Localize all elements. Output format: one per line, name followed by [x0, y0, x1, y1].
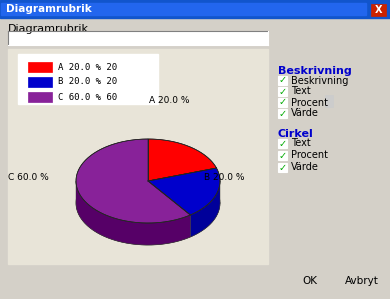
Text: B 20.0 % 20: B 20.0 % 20 [58, 77, 117, 86]
Text: ✓: ✓ [278, 97, 287, 108]
Bar [28, 92, 52, 102]
Text: A 20.0 % 20: A 20.0 % 20 [58, 62, 117, 71]
Text: Avbryt: Avbryt [345, 276, 379, 286]
Bar [18, 54, 158, 104]
Text: B 20.0 %: B 20.0 % [204, 173, 244, 182]
Bar [325, 95, 333, 107]
Bar [278, 98, 287, 107]
Text: Beskrivning: Beskrivning [278, 66, 352, 76]
Text: Värde: Värde [291, 109, 319, 118]
Text: Diagramrubrik: Diagramrubrik [6, 4, 92, 14]
Text: Text: Text [291, 86, 311, 97]
Bar [8, 49, 268, 264]
Text: C 60.0 % 60: C 60.0 % 60 [58, 92, 117, 101]
Text: Text: Text [291, 138, 311, 149]
Text: Procent: Procent [291, 150, 328, 161]
Bar [272, 74, 384, 121]
Bar [0, 0, 390, 18]
Text: ✓: ✓ [278, 86, 287, 97]
Text: Värde: Värde [291, 162, 319, 173]
Text: Cirkel: Cirkel [278, 129, 314, 139]
FancyBboxPatch shape [339, 272, 385, 290]
Bar [371, 4, 386, 16]
Polygon shape [148, 139, 216, 181]
FancyBboxPatch shape [287, 272, 333, 290]
Bar [278, 151, 287, 160]
Text: OK: OK [303, 276, 317, 286]
Text: Beskrivning: Beskrivning [291, 76, 348, 86]
Bar [28, 77, 52, 87]
Bar [278, 87, 287, 96]
Text: ✓: ✓ [278, 162, 287, 173]
Polygon shape [190, 181, 220, 237]
Bar [1, 3, 366, 15]
Text: A 20.0 %: A 20.0 % [149, 96, 190, 105]
Text: X: X [375, 5, 382, 15]
Text: Procent: Procent [291, 97, 328, 108]
Bar [278, 109, 287, 118]
Polygon shape [76, 139, 190, 223]
Text: ✓: ✓ [278, 150, 287, 161]
Polygon shape [76, 181, 190, 245]
Text: ✓: ✓ [278, 138, 287, 149]
Text: ✓: ✓ [278, 76, 287, 86]
Text: C 60.0 %: C 60.0 % [9, 173, 49, 182]
Text: ✓: ✓ [278, 109, 287, 118]
Bar [278, 76, 287, 85]
Bar [278, 163, 287, 172]
Bar [272, 137, 384, 181]
Polygon shape [148, 168, 220, 215]
Bar [278, 139, 287, 148]
Bar [8, 31, 268, 45]
Text: Diagramrubrik: Diagramrubrik [8, 24, 89, 34]
Bar [28, 62, 52, 72]
